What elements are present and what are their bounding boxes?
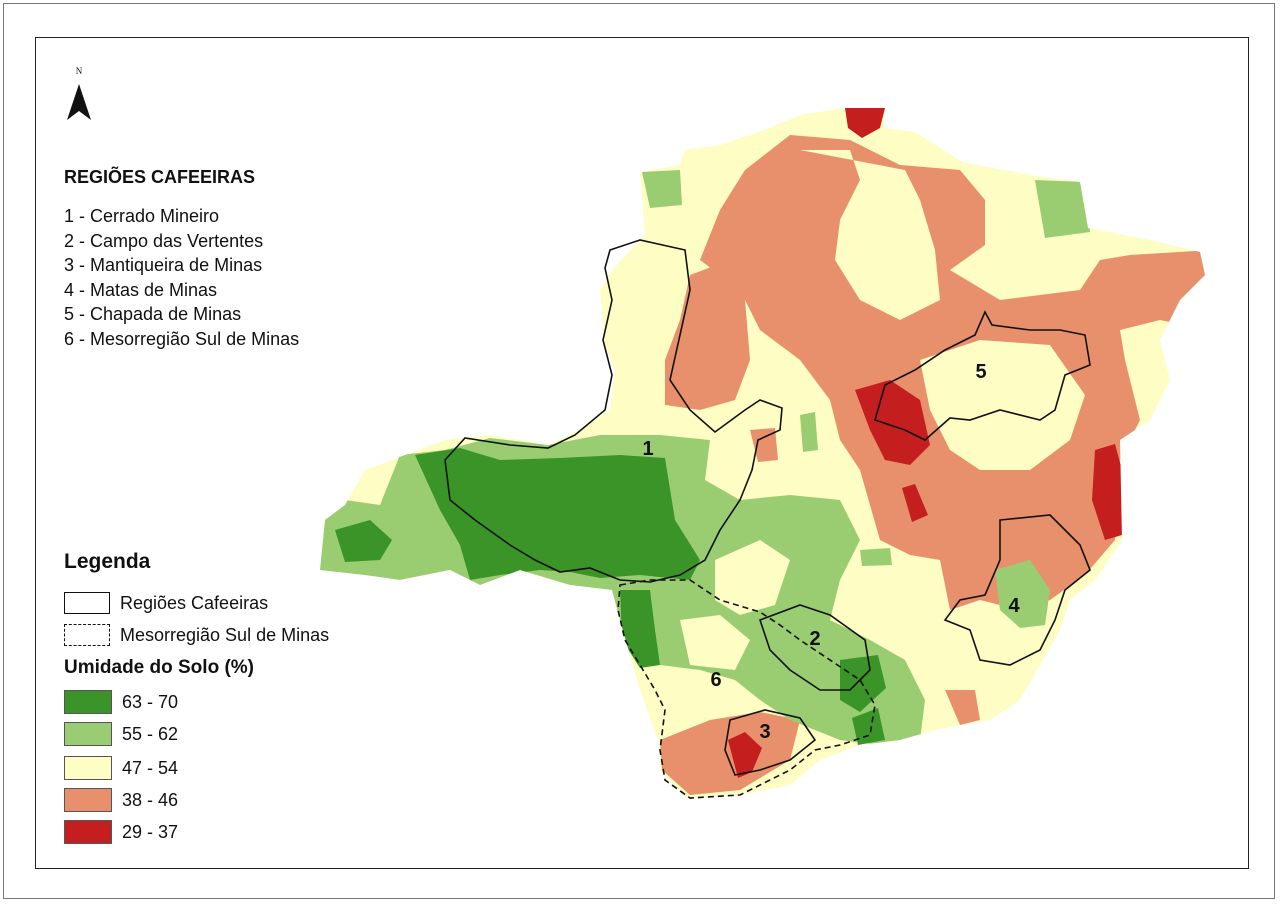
region-item: 3 - Mantiqueira de Minas xyxy=(64,255,263,275)
class-63-70-zone-west xyxy=(335,520,392,562)
legend-swatch xyxy=(64,756,112,780)
map-label-3: 3 xyxy=(759,721,770,743)
north-arrow: N xyxy=(62,66,96,124)
map-label-2: 2 xyxy=(809,628,820,650)
legend-item-mesorregiao: Mesorregião Sul de Minas xyxy=(64,623,329,647)
legend-class-label: 38 - 46 xyxy=(122,789,179,810)
region-5-chapada-de-minas-outline xyxy=(874,310,1091,441)
region-1-cerrado-mineiro-outline xyxy=(444,239,783,583)
region-2-campo-das-vertentes-outline xyxy=(758,604,871,691)
class-55-62-zone-northwest xyxy=(642,170,682,208)
class-47-54-patch-5 xyxy=(680,615,750,670)
class-38-46-zone-center xyxy=(750,428,778,462)
class-55-62-zone-east xyxy=(995,560,1050,628)
moisture-legend-title: Umidade do Solo (%) xyxy=(64,657,254,678)
regions-title: REGIÕES CAFEEIRAS xyxy=(64,167,256,187)
class-29-37-zone-north xyxy=(845,108,885,138)
map-label-4: 4 xyxy=(1008,595,1020,617)
class-47-54-patch-3 xyxy=(920,340,1085,470)
north-arrow-icon xyxy=(67,84,91,120)
north-label: N xyxy=(75,66,83,76)
legend-title: Legenda xyxy=(64,550,151,573)
class-47-54-patch-4 xyxy=(715,540,790,615)
legend-class-row: 38 - 46 xyxy=(64,788,178,812)
legend-class-label: 63 - 70 xyxy=(122,691,179,712)
legend-class-label: 55 - 62 xyxy=(122,723,179,744)
legend-swatch xyxy=(64,788,112,812)
legend-class-row: 55 - 62 xyxy=(64,722,178,746)
legend-swatch xyxy=(64,820,112,844)
class-55-62-zone-northeast xyxy=(1035,180,1090,238)
region-6-mesorregiao-sul-de-minas-outline xyxy=(617,579,876,799)
regions-list: 1 - Cerrado Mineiro 2 - Campo das Verten… xyxy=(64,204,299,351)
region-4-matas-de-minas-outline xyxy=(943,514,1091,666)
legend-class-row: 63 - 70 xyxy=(64,690,178,714)
region-item: 1 - Cerrado Mineiro xyxy=(64,206,220,226)
legend-class-label: 29 - 37 xyxy=(122,821,179,842)
class-55-62-zone-center xyxy=(800,412,818,452)
class-63-70-zone-southeast-2 xyxy=(852,708,885,745)
legend-swatch xyxy=(64,722,112,746)
map-label-1: 1 xyxy=(642,438,653,460)
class-29-37-zone-center xyxy=(855,380,930,465)
legend-class-row: 47 - 54 xyxy=(64,756,178,780)
map-label-5: 5 xyxy=(975,361,986,383)
map-label-6: 6 xyxy=(710,669,721,691)
legend-class-label: 47 - 54 xyxy=(122,757,179,778)
class-29-37-zone-center-2 xyxy=(902,484,928,522)
class-29-37-zone-south xyxy=(728,732,762,778)
solid-boundary-symbol xyxy=(64,592,110,614)
region-item: 5 - Chapada de Minas xyxy=(64,304,242,324)
dashed-boundary-symbol xyxy=(64,624,110,646)
region-item: 6 - Mesorregião Sul de Minas xyxy=(64,328,300,349)
class-47-54-patch-1 xyxy=(800,150,940,320)
class-38-46-zone-west xyxy=(665,260,750,410)
outer-frame xyxy=(3,3,1275,899)
legend-swatch xyxy=(64,690,112,714)
class-63-70-zone-south xyxy=(620,590,660,668)
class-38-46-zone-south xyxy=(660,712,800,795)
legend-label: Regiões Cafeeiras xyxy=(120,592,269,613)
class-55-62-zone-center-2 xyxy=(860,548,892,566)
class-29-37-zone-east xyxy=(1092,444,1122,540)
class-38-46-zone-southeast xyxy=(945,690,980,725)
region-item: 4 - Matas de Minas xyxy=(64,279,218,300)
class-63-70-zone-main xyxy=(415,448,700,580)
coffee-region-outlines xyxy=(444,239,1091,776)
region-3-mantiqueira-de-minas-outline xyxy=(724,709,817,776)
legend-label: Mesorregião Sul de Minas xyxy=(120,624,330,645)
legend-class-row: 29 - 37 xyxy=(64,820,178,844)
legend-item-regioes-cafeeiras: Regiões Cafeeiras xyxy=(64,591,268,615)
region-item: 2 - Campo das Vertentes xyxy=(64,230,264,251)
